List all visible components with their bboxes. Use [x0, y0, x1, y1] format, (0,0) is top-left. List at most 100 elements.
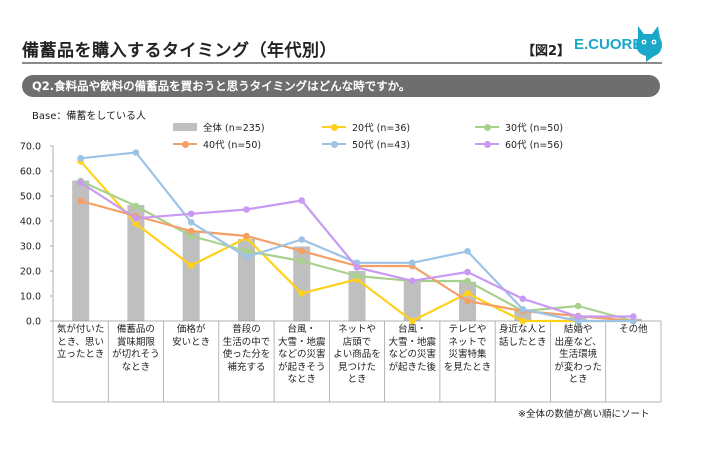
series-point-2	[464, 277, 471, 285]
series-point-4	[298, 236, 306, 243]
question-banner: Q2.食料品や飲料の備蓄品を買おうと思うタイミングはどんな時ですか。	[22, 75, 660, 97]
series-point-4	[408, 259, 416, 267]
x-category-label-line: が変わった	[554, 361, 602, 373]
x-category-label-line: 台風・	[398, 324, 427, 335]
series-point-2	[132, 202, 140, 210]
series-point-5	[464, 268, 471, 276]
x-category-label-line: とき	[568, 374, 588, 385]
series-point-2	[574, 302, 582, 310]
title-divider	[22, 62, 662, 64]
logo-mascot-icon	[636, 26, 662, 62]
x-category-label-line: 備蓄品の	[116, 324, 155, 335]
bar-overall	[127, 205, 145, 321]
x-category-label-line: 賞味期限	[116, 336, 155, 348]
series-point-2	[353, 272, 361, 280]
x-category-label: 結婚や 出産など、 生活環境 が変わった とき	[551, 324, 605, 387]
series-point-5	[243, 206, 250, 213]
series-point-2	[298, 257, 306, 265]
x-category-label-line: その他	[619, 324, 648, 335]
x-category-label: 普段の 生活の中で 使った分を 補充する	[219, 324, 273, 374]
y-tick-label: 70.0	[20, 142, 41, 153]
x-category-label-line: 補充する	[227, 361, 266, 373]
series-point-4	[519, 305, 527, 313]
x-category-label-line: 気が付いた	[56, 324, 105, 335]
series-point-3	[77, 197, 84, 205]
legend-item: 20代 (n=36)	[322, 120, 410, 134]
series-point-5	[132, 214, 140, 222]
base-text: Base：備蓄をしている人	[32, 111, 147, 122]
x-category-label-line: などの災害	[277, 349, 326, 360]
x-category-label: その他	[606, 324, 660, 337]
brand-logo: E.CUORE	[574, 22, 674, 66]
x-category-label-line: ネットで	[448, 336, 487, 348]
series-point-1	[298, 289, 306, 297]
x-category-label-line: とき	[347, 374, 367, 385]
legend-item: 50代 (n=43)	[322, 137, 410, 151]
series-point-3	[464, 297, 471, 305]
x-category-label-line: 出産など、	[554, 336, 602, 348]
series-point-5	[630, 313, 637, 320]
bar-overall	[514, 310, 532, 321]
legend-label: 全体 (n=235)	[203, 123, 265, 134]
series-point-2	[187, 232, 195, 240]
x-category-label: 身近な人と 話したとき	[496, 324, 550, 349]
x-category-label-line: 見つけた	[337, 361, 376, 373]
legend-label: 50代 (n=43)	[352, 140, 411, 151]
x-category-label-line: 使った分を	[222, 349, 271, 360]
x-category-label-line: よい商品を	[333, 349, 381, 360]
x-category-label-line: 立ったとき	[56, 349, 105, 360]
series-point-3	[187, 227, 195, 235]
sort-note: ※全体の数値が高い順にソート	[518, 409, 650, 420]
series-point-4	[77, 154, 84, 162]
bar-overall	[403, 280, 421, 321]
page-title: 備蓄品を購入するタイミング（年代別）	[22, 41, 337, 61]
series-point-4	[243, 253, 250, 261]
x-category-label-line: 大雪・地震	[277, 336, 326, 348]
legend-line-swatch	[322, 123, 346, 131]
series-point-1	[519, 317, 527, 325]
series-point-3	[298, 247, 306, 255]
legend-label: 40代 (n=50)	[203, 140, 262, 151]
y-tick-label: 0.0	[26, 317, 41, 328]
x-category-label-line: 価格が	[176, 324, 206, 335]
bar-overall	[72, 180, 90, 321]
x-category-label-line: 身近な人と	[499, 324, 547, 335]
x-category-label: 価格が 安いとき	[164, 324, 218, 349]
series-point-5	[408, 277, 416, 285]
x-category-label-line: が起きた後	[388, 361, 437, 373]
series-point-5	[298, 197, 306, 204]
series-point-5	[519, 295, 527, 303]
x-category-label-line: 結婚や	[563, 324, 593, 335]
series-point-5	[77, 179, 84, 186]
x-category-label: 台風・ 大雪・地震 などの災害 が起きそう なとき	[275, 324, 329, 387]
y-tick-label: 60.0	[20, 167, 41, 178]
x-category-label: ネットや 店頭で よい商品を 見つけた とき	[330, 324, 384, 387]
series-point-4	[187, 218, 195, 226]
x-category-label-line: 店頭で	[342, 336, 372, 348]
series-point-5	[353, 264, 361, 271]
bar-overall	[293, 246, 311, 321]
x-category-label-line: 災害特集	[448, 349, 487, 360]
series-point-4	[132, 149, 140, 156]
x-category-label-line: テレビや	[448, 324, 487, 335]
legend-item: 全体 (n=235)	[173, 120, 265, 134]
x-category-label-line: なとき	[287, 374, 316, 385]
x-category-label-line: 話したとき	[499, 336, 547, 348]
x-category-label-line: が起きそう	[277, 361, 326, 373]
x-category-label: テレビや ネットで 災害特集 を見たとき	[441, 324, 495, 374]
legend-line-swatch	[475, 140, 499, 148]
y-tick-label: 10.0	[20, 292, 41, 303]
x-category-label: 気が付いた とき、思い 立ったとき	[54, 324, 108, 362]
bar-overall	[237, 239, 255, 321]
y-tick-label: 20.0	[20, 267, 41, 278]
figure-label: 【図2】	[522, 44, 571, 59]
x-category-label-line: が切れそう	[112, 349, 160, 360]
x-category-label-line: 安いとき	[172, 336, 211, 348]
series-point-5	[187, 210, 195, 218]
x-category-label-line: を見たとき	[443, 361, 492, 373]
legend-bar-swatch	[173, 123, 197, 131]
legend-line-swatch	[173, 140, 197, 148]
legend-label: 60代 (n=56)	[505, 140, 564, 151]
series-point-4	[464, 247, 471, 255]
